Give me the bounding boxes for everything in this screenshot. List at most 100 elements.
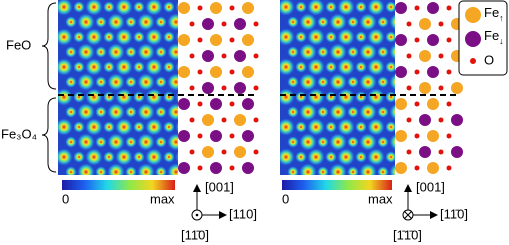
intensity-spot xyxy=(367,88,385,106)
fe-atom xyxy=(178,34,190,46)
o-atom xyxy=(446,165,452,171)
intensity-spot xyxy=(155,106,167,118)
o-atom xyxy=(189,149,195,155)
fe-atom xyxy=(178,66,190,78)
intensity-spot xyxy=(107,43,125,61)
region-label: Fe₃O₄ xyxy=(1,126,37,141)
fe-atom xyxy=(395,98,407,110)
o-atom xyxy=(446,69,452,75)
intensity-spot xyxy=(145,28,163,46)
intensity-spot xyxy=(133,91,145,103)
intensity-spot xyxy=(355,61,367,73)
intensity-spot xyxy=(337,28,355,46)
intensity-spot xyxy=(107,13,125,31)
intensity-spot xyxy=(85,28,103,46)
intensity-spot xyxy=(107,73,125,91)
o-atom xyxy=(446,5,452,11)
intensity-spot xyxy=(137,163,155,175)
axis-label: [110] xyxy=(229,206,257,221)
legend-label: Fe↑ xyxy=(484,5,504,23)
intensity-spot xyxy=(155,76,167,88)
fe-atom xyxy=(395,162,407,174)
intensity-spot xyxy=(167,13,178,31)
intensity-spot xyxy=(125,46,137,58)
intensity-spot xyxy=(299,163,317,175)
intensity-spot xyxy=(337,148,355,166)
intensity-spot xyxy=(95,166,107,175)
intensity-spot xyxy=(155,166,167,175)
o-atom xyxy=(253,117,259,123)
intensity-spot xyxy=(145,58,163,76)
intensity-spot xyxy=(65,136,77,148)
intensity-spot xyxy=(58,148,73,166)
intensity-spot xyxy=(385,61,395,73)
intensity-spot xyxy=(125,106,137,118)
legend-symbol xyxy=(465,7,481,23)
fe-atom xyxy=(427,34,439,46)
intensity-spot xyxy=(295,31,307,43)
intensity-spot xyxy=(65,76,77,88)
intensity-spot xyxy=(389,43,395,61)
intensity-spot xyxy=(103,151,115,163)
intensity-spot xyxy=(377,16,389,28)
intensity-spot xyxy=(73,91,85,103)
intensity-spot xyxy=(325,151,337,163)
intensity-spot xyxy=(133,31,145,43)
legend-label: Fe↓ xyxy=(484,28,504,46)
legend-symbol xyxy=(470,58,476,64)
legend-sub: ↓ xyxy=(499,36,504,46)
o-atom xyxy=(229,5,235,11)
intensity-spot xyxy=(299,103,317,121)
intensity-spot xyxy=(85,118,103,136)
o-atom xyxy=(229,165,235,171)
o-atom xyxy=(438,117,444,123)
fe-atom xyxy=(242,98,254,110)
o-atom xyxy=(414,37,420,43)
intensity-spot xyxy=(73,61,85,73)
fe-atom xyxy=(395,130,407,142)
intensity-spot xyxy=(280,0,295,16)
fe-atom xyxy=(451,82,463,94)
o-atom xyxy=(189,117,195,123)
intensity-spot xyxy=(280,118,295,136)
intensity-spot xyxy=(295,151,307,163)
fe-atom xyxy=(202,82,214,94)
intensity-spot xyxy=(163,31,175,43)
fe-atom xyxy=(210,98,222,110)
intensity-spot xyxy=(133,61,145,73)
intensity-spot xyxy=(73,31,85,43)
intensity-spot xyxy=(137,13,155,31)
axis-label: [1̄1̄0] xyxy=(393,227,422,242)
o-atom xyxy=(438,53,444,59)
intensity-spot xyxy=(163,121,175,133)
intensity-spot xyxy=(115,58,133,76)
intensity-spot xyxy=(103,1,115,13)
intensity-spot xyxy=(347,106,359,118)
intensity-spot xyxy=(145,118,163,136)
intensity-spot xyxy=(329,43,347,61)
o-atom xyxy=(197,37,203,43)
intensity-spot xyxy=(355,1,367,13)
o-atom xyxy=(446,101,452,107)
intensity-spot xyxy=(65,46,77,58)
intensity-spot xyxy=(329,103,347,121)
intensity-spot xyxy=(58,118,73,136)
intensity-spot xyxy=(359,103,377,121)
fe-atom xyxy=(419,18,431,30)
fe-atom xyxy=(242,34,254,46)
intensity-spot xyxy=(103,91,115,103)
fe-atom xyxy=(427,66,439,78)
brace xyxy=(41,2,57,90)
fe-atom xyxy=(419,114,431,126)
intensity-spot xyxy=(77,133,95,151)
intensity-spot xyxy=(145,88,163,106)
intensity-spot xyxy=(163,61,175,73)
intensity-spot xyxy=(77,73,95,91)
axis-label: [001] xyxy=(205,179,234,194)
atom-model xyxy=(178,2,259,174)
atom-model xyxy=(395,2,463,174)
fe-atom xyxy=(395,2,407,14)
intensity-spot xyxy=(73,1,85,13)
intensity-spot xyxy=(77,163,95,175)
fe-atom xyxy=(202,50,214,62)
